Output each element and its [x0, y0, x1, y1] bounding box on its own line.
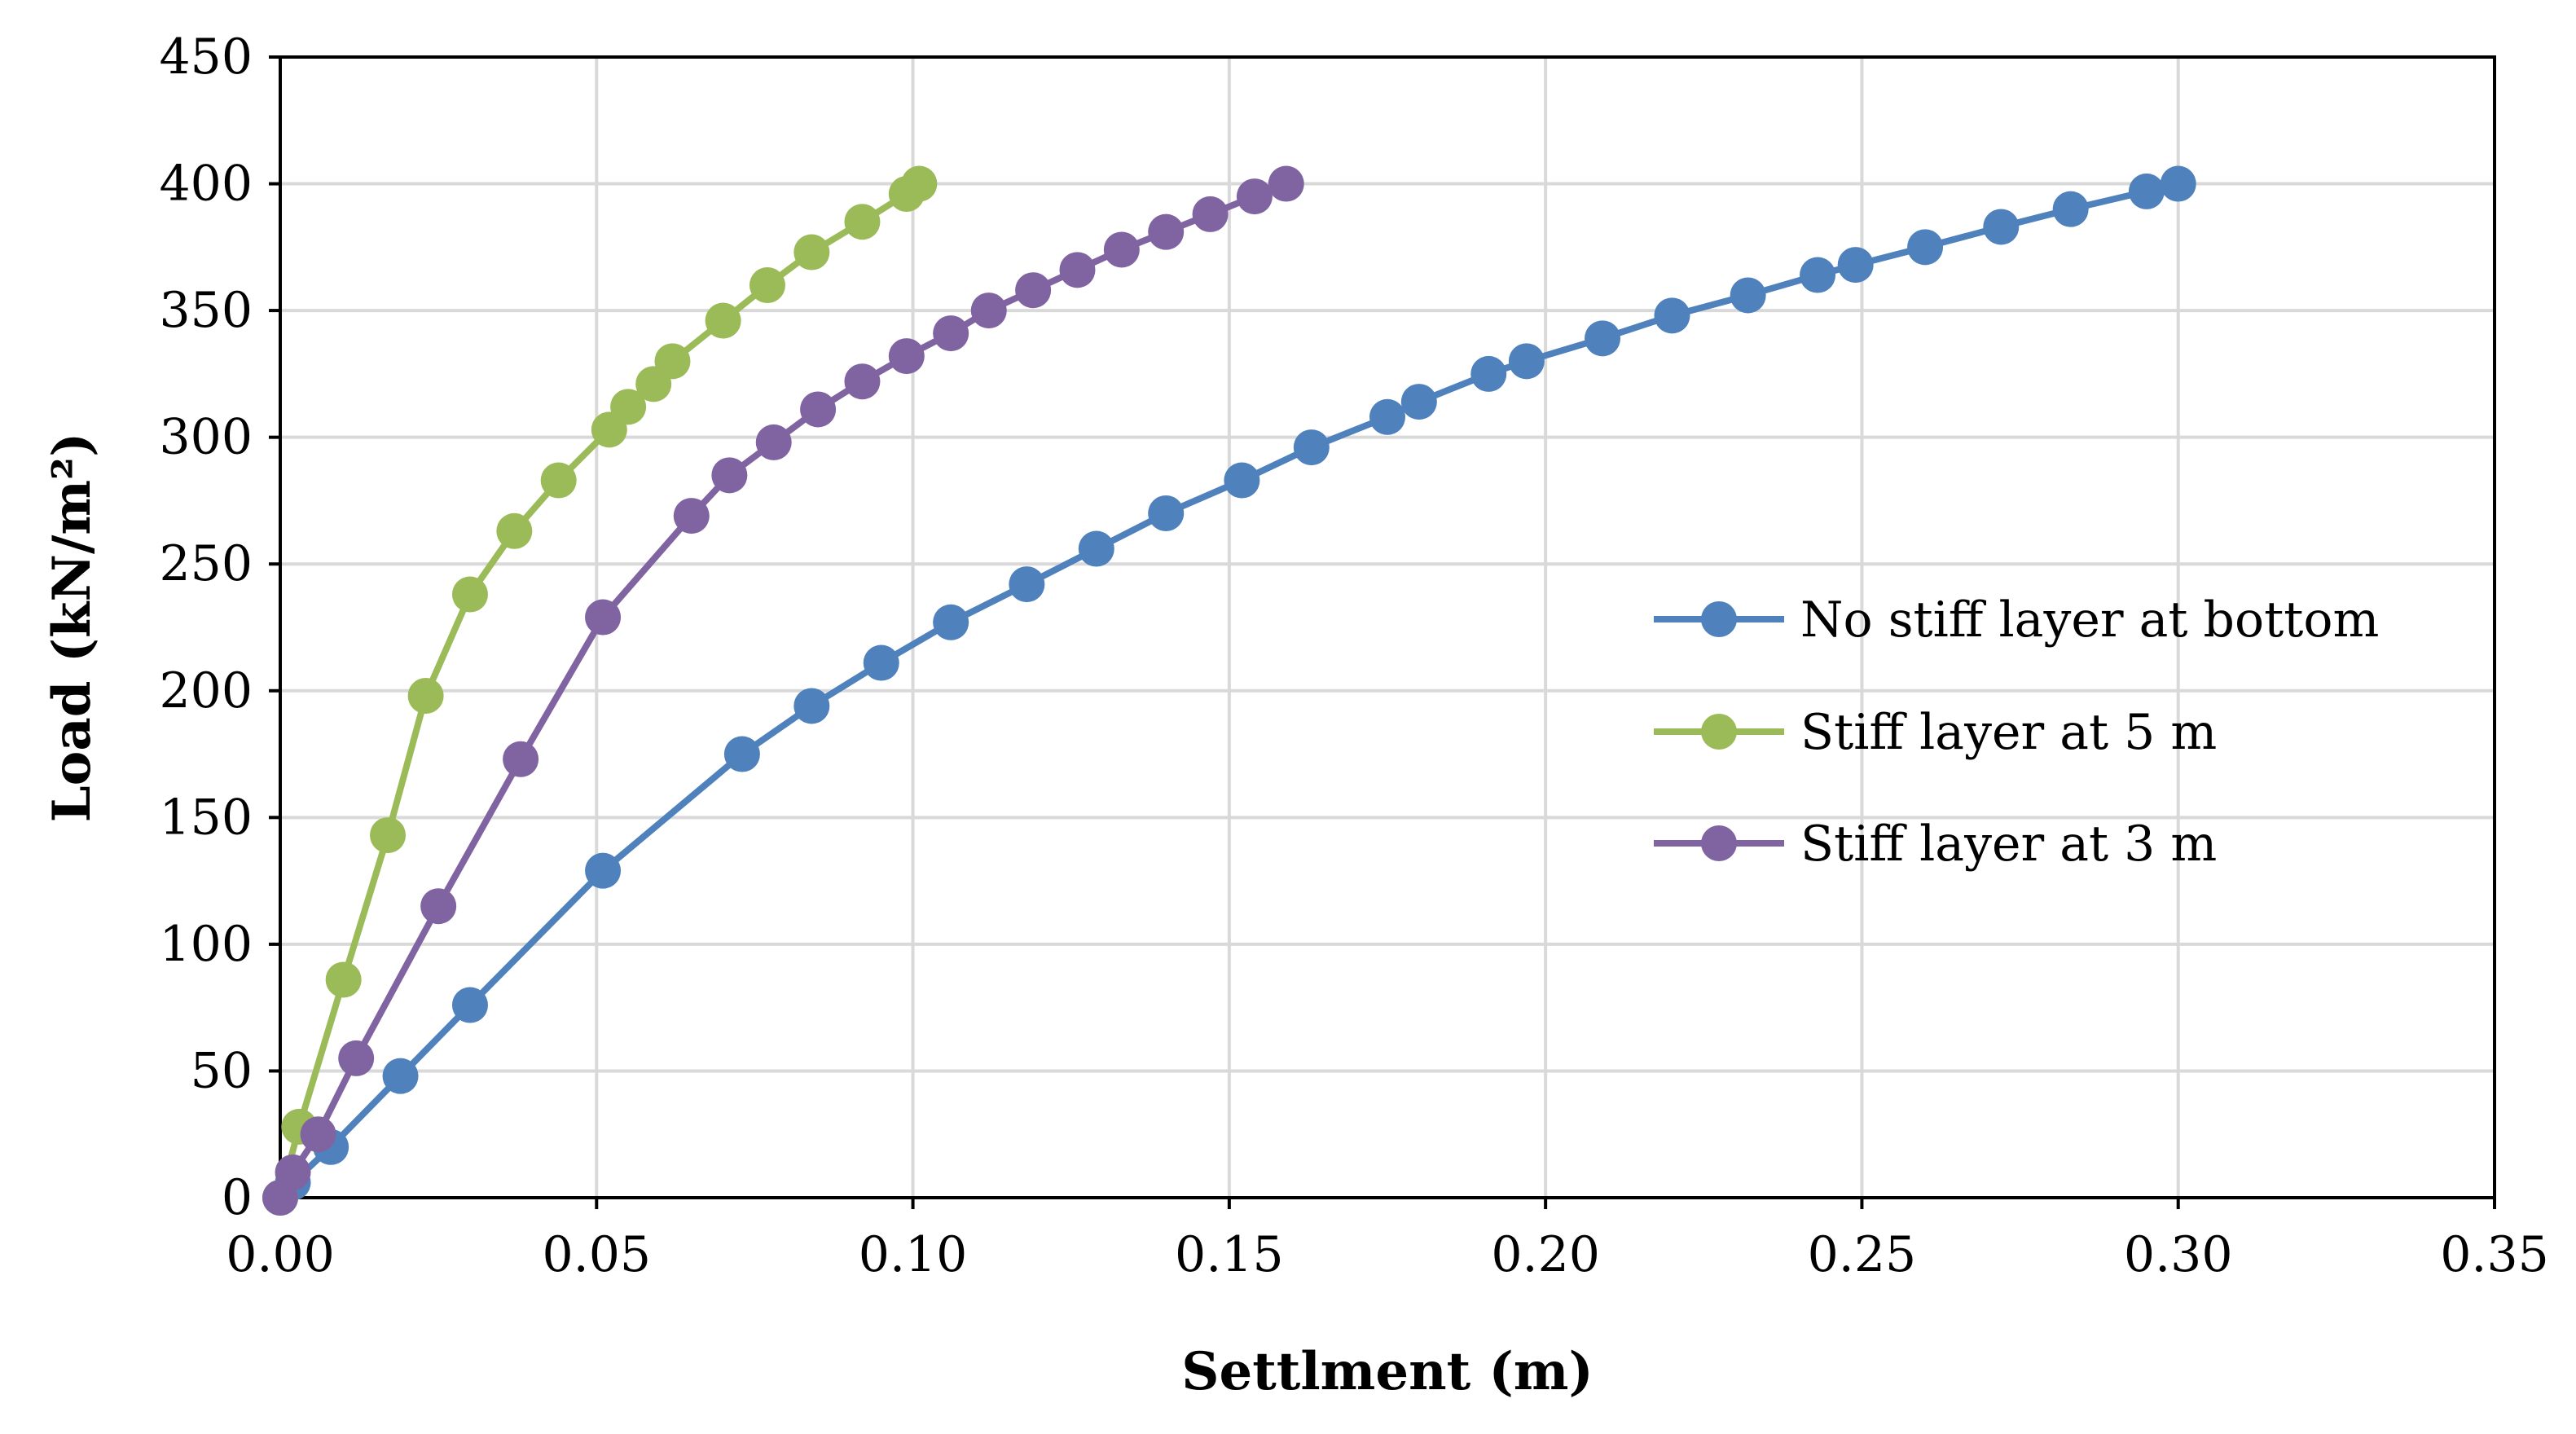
y-tick-label: 250: [159, 535, 253, 592]
legend-marker: [1701, 601, 1737, 637]
plot-area-border: [279, 55, 2496, 1199]
data-point: [1585, 320, 1621, 357]
legend-item: No stiff layer at bottom: [1654, 592, 2379, 649]
data-point: [2160, 165, 2196, 202]
data-point: [673, 498, 710, 534]
data-point: [1148, 213, 1185, 250]
data-point: [1800, 257, 1836, 293]
data-point: [1293, 429, 1330, 466]
data-point: [705, 302, 741, 339]
data-point: [654, 343, 691, 380]
data-point: [1236, 178, 1273, 215]
data-point: [585, 599, 622, 636]
y-axis-tick-labels: 0 50 100 150 200 250 300 350 400 450: [159, 29, 280, 1226]
data-point: [755, 424, 792, 460]
data-point: [407, 678, 444, 714]
y-axis-title: Load (kN/m²): [42, 433, 103, 823]
data-point: [1103, 231, 1140, 268]
y-tick-label: 300: [159, 409, 253, 466]
data-point: [1837, 247, 1874, 284]
legend-item: Stiff layer at 3 m: [1654, 816, 2217, 873]
x-axis-title: Settlment (m): [1181, 1341, 1593, 1402]
data-point: [496, 512, 533, 549]
data-point: [325, 961, 362, 998]
data-point: [901, 165, 938, 202]
data-point: [844, 204, 881, 240]
y-tick-label: 200: [159, 662, 253, 719]
data-point: [711, 457, 748, 494]
x-tick-label: 0.15: [1175, 1226, 1284, 1283]
data-point: [451, 576, 488, 613]
data-point: [1470, 355, 1507, 392]
data-point: [1983, 209, 2020, 245]
data-point: [300, 1116, 336, 1153]
y-tick-label: 450: [159, 29, 253, 86]
data-point: [1369, 398, 1405, 435]
series-line: [277, 180, 1290, 1201]
data-point: [1654, 297, 1690, 334]
data-point: [723, 736, 760, 772]
x-tick-label: 0.30: [2124, 1226, 2233, 1283]
legend-label: No stiff layer at bottom: [1800, 592, 2379, 649]
data-point: [420, 888, 457, 925]
series-layer: [262, 165, 2196, 1216]
data-point: [451, 987, 488, 1023]
y-tick-label: 150: [159, 789, 253, 846]
data-point: [503, 741, 539, 777]
data-point: [1400, 384, 1437, 420]
data-point: [275, 1154, 311, 1190]
legend-marker: [1701, 825, 1737, 861]
data-point: [1268, 165, 1304, 202]
data-point: [844, 363, 881, 400]
data-point: [1078, 530, 1114, 567]
legend-label: Stiff layer at 3 m: [1800, 816, 2217, 873]
legend-marker: [1701, 714, 1737, 750]
x-tick-label: 0.10: [859, 1226, 968, 1283]
x-tick-label: 0.00: [226, 1226, 335, 1283]
y-tick-label: 400: [159, 156, 253, 213]
data-point: [793, 688, 830, 724]
y-tick-label: 0: [222, 1169, 253, 1226]
y-tick-label: 50: [191, 1042, 253, 1099]
y-tick-label: 350: [159, 282, 253, 339]
data-point: [888, 338, 925, 375]
data-point: [540, 462, 577, 499]
data-point: [610, 389, 647, 425]
series-3: [262, 165, 1304, 1216]
legend: No stiff layer at bottom Stiff layer at 5…: [1654, 592, 2379, 873]
data-point: [1148, 495, 1185, 531]
data-point: [1224, 462, 1260, 499]
data-point: [1015, 272, 1052, 309]
legend-item: Stiff layer at 5 m: [1654, 704, 2217, 761]
data-point: [1009, 566, 1045, 603]
data-point: [382, 1058, 419, 1094]
data-point: [1192, 196, 1229, 232]
x-tick-label: 0.35: [2440, 1226, 2549, 1283]
gridlines: [280, 57, 2495, 1198]
y-tick-label: 100: [159, 916, 253, 973]
x-tick-label: 0.05: [542, 1226, 651, 1283]
data-point: [1059, 252, 1096, 288]
data-point: [793, 234, 830, 271]
data-point: [800, 391, 837, 428]
data-point: [863, 644, 899, 681]
legend-label: Stiff layer at 5 m: [1800, 704, 2217, 761]
data-point: [749, 267, 785, 303]
data-point: [370, 817, 407, 854]
data-point: [1508, 343, 1545, 380]
x-axis-tick-labels: 0.00 0.05 0.10 0.15 0.20 0.25 0.30 0.35: [226, 1198, 2549, 1283]
data-point: [970, 293, 1007, 329]
data-point: [1730, 277, 1766, 314]
data-point: [585, 852, 622, 889]
data-point: [2128, 173, 2165, 209]
x-tick-label: 0.20: [1491, 1226, 1600, 1283]
x-tick-label: 0.25: [1808, 1226, 1917, 1283]
data-point: [1907, 229, 1944, 266]
data-point: [338, 1040, 375, 1076]
data-point: [2052, 191, 2089, 227]
data-point: [933, 315, 969, 352]
data-point: [933, 604, 969, 640]
